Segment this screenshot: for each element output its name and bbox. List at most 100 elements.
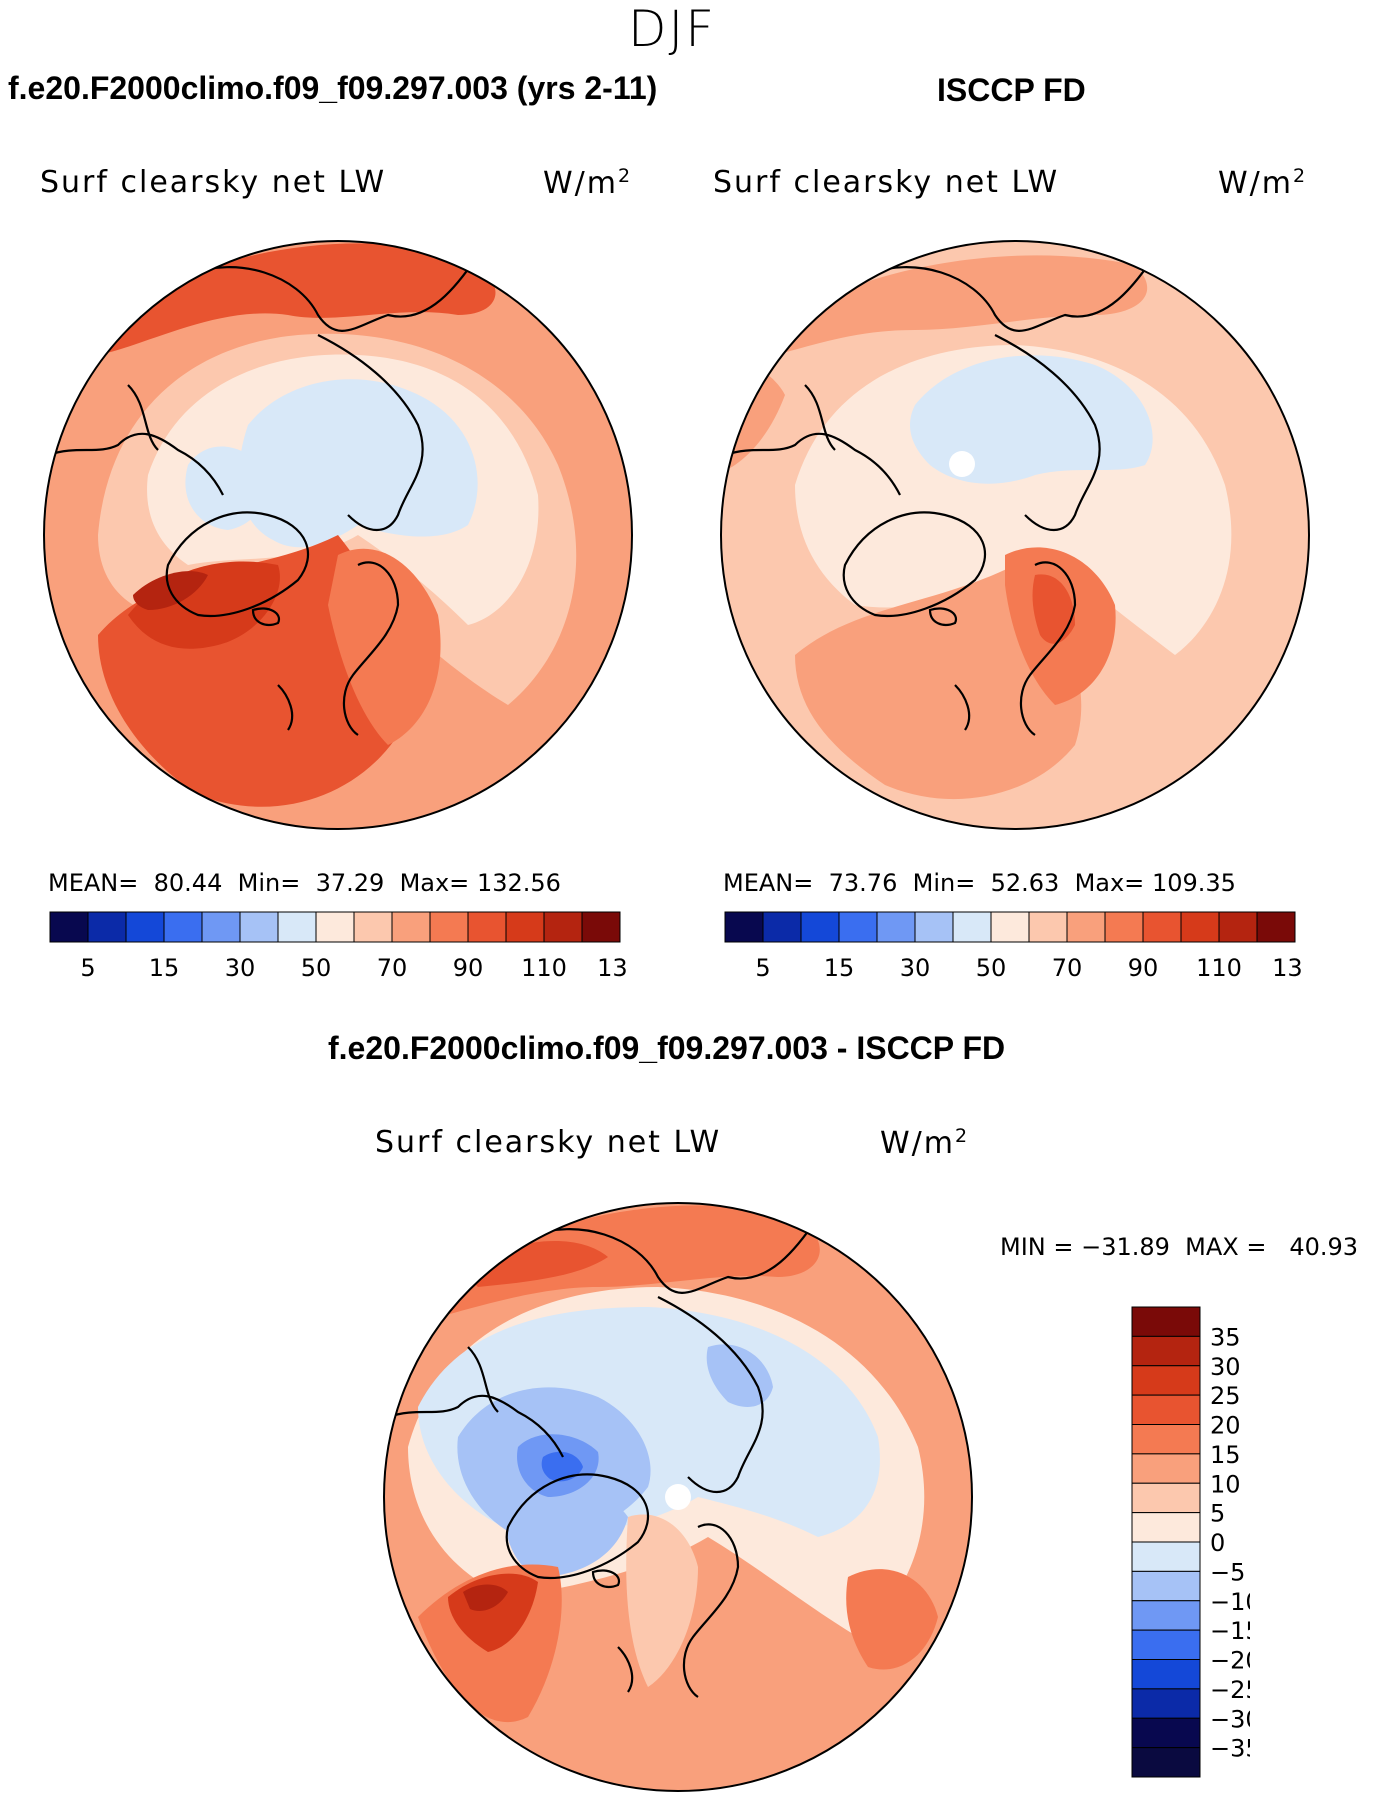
- panel2-colorbar-box-5: [914, 911, 954, 943]
- panel3-colorbar-box-12: [1131, 1659, 1201, 1690]
- panel3-colorbar-box-9: [1131, 1570, 1201, 1602]
- panel1-colorbar-box-5: [239, 911, 279, 943]
- panel2-colorbar-label: 5: [755, 954, 770, 980]
- panel2-colorbar-label: 70: [1052, 954, 1083, 980]
- panel1-units: W/m2: [543, 165, 632, 201]
- panel1-colorbar-label: 70: [377, 954, 408, 980]
- panel1-colorbar-box-11: [467, 911, 507, 943]
- panel1-min-label: Min=: [237, 869, 301, 897]
- panel1-colorbar-label: 50: [301, 954, 332, 980]
- panel3-polar-map: [383, 1202, 973, 1792]
- p2-coast-scandinavia: [1019, 561, 1077, 736]
- panel2-colorbar-box-2: [800, 911, 840, 943]
- panel3-colorbar-box-7: [1131, 1512, 1201, 1543]
- p3-field-neg2b: [504, 1486, 628, 1577]
- panel3-units-base: W/m: [880, 1126, 955, 1161]
- p3-coast-siberia: [657, 1296, 764, 1493]
- panel1-variable: Surf clearsky net LW: [40, 165, 387, 200]
- panel3-units: W/m2: [880, 1125, 969, 1161]
- panel2-units-exp: 2: [1293, 165, 1308, 187]
- panel3-variable: Surf clearsky net LW: [375, 1125, 722, 1160]
- p2-coast-canada: [724, 432, 901, 496]
- panel3-colorbar-box-15: [1131, 1747, 1201, 1778]
- panel2-colorbar-box-8: [1028, 911, 1068, 943]
- panel1-colorbar-box-14: [581, 911, 621, 943]
- p3-coast-greenland: [505, 1473, 650, 1579]
- panel2-polar-map: [720, 240, 1310, 830]
- panel2-colorbar-box-1: [762, 911, 802, 943]
- panel3-colorbar-box-0: [1131, 1306, 1201, 1337]
- panel2-mean-value: 73.76: [828, 869, 898, 897]
- panel1-colorbar-label: 110: [521, 954, 567, 980]
- p3-coast-iceland: [591, 1569, 621, 1589]
- panel3-colorbar-label: 0: [1210, 1529, 1225, 1557]
- panel1-colorbar-box-12: [505, 911, 545, 943]
- p1-coast-britain: [277, 684, 294, 731]
- panel3-colorbar-box-8: [1131, 1541, 1201, 1572]
- p3-field-scand: [626, 1514, 698, 1687]
- panel2-colorbar-box-9: [1066, 911, 1106, 943]
- panel3-colorbar-label: −15: [1210, 1617, 1250, 1645]
- panel2-colorbar: 5 15 30 50 70 90 110 130: [724, 911, 1303, 980]
- panel1-colorbar-label: 15: [149, 954, 180, 980]
- panel3-colorbar-box-11: [1131, 1629, 1201, 1660]
- panel2-colorbar-box-3: [838, 911, 878, 943]
- p2-field-north: [775, 255, 1148, 355]
- p3-field-neg-siberia: [706, 1344, 773, 1407]
- panel3-colorbar-label: −10: [1210, 1588, 1250, 1616]
- panel1-header: f.e20.F2000climo.f09_f09.297.003 (yrs 2-…: [8, 70, 658, 106]
- panel1-colorbar-label: 30: [225, 954, 256, 980]
- p3-field-pole-gap: [665, 1484, 691, 1510]
- panel2-min-label: Min=: [912, 869, 976, 897]
- panel2-colorbar-label: 30: [900, 954, 931, 980]
- panel3-colorbar-box-14: [1131, 1717, 1201, 1749]
- panel2-max-value: 109.35: [1151, 869, 1236, 897]
- panel3-colorbar-label: 20: [1210, 1412, 1241, 1440]
- panel1-max-value: 132.56: [476, 869, 561, 897]
- panel2-colorbar-label: 50: [976, 954, 1007, 980]
- p3-coast-scandinavia: [682, 1523, 740, 1698]
- panel3-colorbar-box-10: [1131, 1600, 1201, 1631]
- panel3-colorbar-box-6: [1131, 1482, 1201, 1514]
- panel1-colorbar-label: 90: [453, 954, 484, 980]
- panel2-colorbar-box-11: [1142, 911, 1182, 943]
- p2-coast-britain: [954, 684, 971, 731]
- panel2-colorbar-box-4: [876, 911, 916, 943]
- panel3-colorbar-label: 35: [1210, 1323, 1241, 1351]
- panel2-colorbar-label: 15: [824, 954, 855, 980]
- panel1-colorbar-box-7: [315, 911, 355, 943]
- panel1-colorbar-label: 5: [80, 954, 95, 980]
- panel1-colorbar: 5 15 30 50 70 90 110 130: [49, 911, 628, 980]
- p1-coast-canada: [47, 432, 224, 496]
- panel2-colorbar-box-6: [952, 911, 992, 943]
- panel2-colorbar-label: 90: [1128, 954, 1159, 980]
- p3-coast-britain: [617, 1646, 634, 1693]
- p2-field-scand-core: [1032, 574, 1075, 644]
- panel3-colorbar-box-4: [1131, 1424, 1201, 1455]
- panel1-colorbar-box-8: [353, 911, 393, 943]
- panel3-colorbar-label: 10: [1210, 1470, 1241, 1498]
- panel3-colorbar-label: −35: [1210, 1735, 1250, 1763]
- p2-field-cold: [910, 355, 1153, 484]
- panel3-minmax: MIN = −31.89 MAX = 40.93: [1000, 1233, 1359, 1261]
- panel1-colorbar-box-13: [543, 911, 583, 943]
- panel1-colorbar-box-6: [277, 911, 317, 943]
- panel2-colorbar-box-13: [1218, 911, 1258, 943]
- panel1-units-base: W/m: [543, 166, 618, 201]
- panel1-stats: MEAN= 80.44 Min= 37.29 Max= 132.56: [48, 869, 561, 897]
- p1-coast-alaska: [127, 384, 159, 451]
- p3-field-east: [846, 1569, 938, 1670]
- p2-coast-siberia: [994, 334, 1101, 531]
- panel1-colorbar-label: 130: [597, 954, 628, 980]
- p2-coast-iceland: [928, 607, 958, 627]
- p1-coast-iceland: [251, 607, 281, 627]
- p1-coast-scandinavia: [342, 561, 400, 736]
- p1-coast-greenland: [165, 511, 310, 617]
- panel2-header: ISCCP FD: [937, 72, 1086, 108]
- panel2-colorbar-box-0: [724, 911, 764, 943]
- panel2-colorbar-box-14: [1256, 911, 1296, 943]
- panel1-colorbar-box-10: [429, 911, 469, 943]
- panel1-colorbar-box-0: [49, 911, 89, 943]
- p3-field-atlantic-max: [463, 1584, 508, 1612]
